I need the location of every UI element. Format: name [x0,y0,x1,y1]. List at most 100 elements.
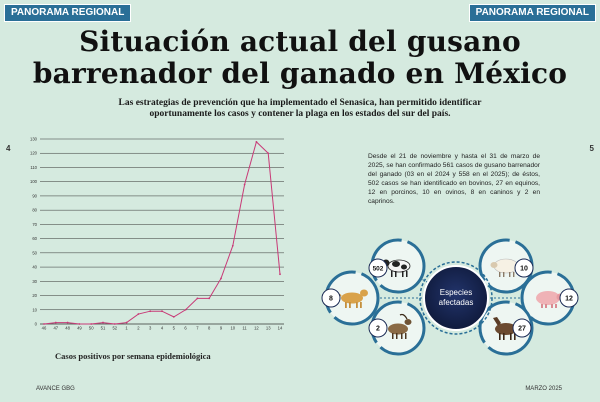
species-nodes: 502 10 8 12 2 27 [321,238,579,356]
species-count-badge [512,318,532,338]
y-tick-label: 10 [32,307,37,312]
data-point [149,310,152,313]
x-tick-label: 6 [184,326,187,331]
y-tick-label: 40 [32,265,37,270]
x-tick-label: 14 [278,326,283,331]
sheep-icon [493,258,519,274]
data-point [172,315,175,318]
horse-neck [493,317,501,326]
species-count-badge [368,318,388,338]
cow-spot [392,261,400,267]
data-point [102,321,104,324]
x-tick-label: 46 [42,326,47,331]
data-point [255,140,258,143]
data-point [66,321,69,324]
species-node-caninos: 8 [321,270,380,326]
y-tick-label: 0 [35,322,38,327]
chart-x-ticks: 46 47 48 49 50 51 52 1 2 3 4 5 6 7 8 9 10 11 12 13 14 [42,326,283,331]
x-tick-label: 10 [230,326,235,331]
species-node-equinos: 27 [478,300,534,356]
data-point [267,152,270,155]
goat-leg [401,333,403,339]
y-tick-label: 50 [32,250,37,255]
chart-caption: Casos positivos por semana epidemiológic… [55,351,211,361]
page-subtitle: Las estrategias de prevención que ha imp… [118,98,482,119]
x-tick-label: 12 [254,326,259,331]
x-tick-label: 1 [125,326,128,331]
horse-leg [514,333,516,340]
sheep-leg [499,272,501,277]
sheep-leg [513,272,515,277]
dog-leg [360,302,362,308]
chart-y-ticks: 0 10 20 30 40 50 60 70 80 90 100 110 120 130 [30,137,38,327]
x-tick-label: 49 [77,326,82,331]
horse-icon [495,323,517,335]
species-count: 12 [565,296,573,303]
dog-head [360,289,368,297]
data-point [184,308,187,311]
goat-leg [405,333,407,339]
section-tag-left: PANORAMA REGIONAL [4,4,132,22]
x-tick-label: 7 [196,326,199,331]
data-point [78,323,81,325]
dog-icon [341,292,363,304]
x-tick-label: 11 [242,326,247,331]
species-node-bovinos: 502 [368,238,426,294]
y-tick-label: 100 [30,179,38,184]
page-title: Situación actual del gusano barrenador d… [32,25,568,90]
pig-leg [551,304,553,308]
footer-left: AVANCE GBG [36,386,75,392]
species-count: 502 [373,266,384,273]
cow-leg [406,271,408,277]
y-tick-label: 70 [32,222,37,227]
cow-leg [395,271,397,277]
species-count: 2 [376,326,380,333]
data-point [161,310,163,313]
data-point [208,297,211,300]
x-tick-label: 5 [173,326,176,331]
data-point [113,323,116,325]
species-node-caprinos: 2 [368,300,426,356]
goat-horn [399,313,408,320]
x-tick-label: 8 [208,326,211,331]
data-point [125,321,128,324]
goat-leg [396,333,398,339]
data-point [43,323,45,325]
cow-leg [391,271,393,277]
x-tick-label: 50 [89,326,94,331]
data-point [220,277,222,280]
species-connector [397,265,457,299]
y-tick-label: 80 [32,208,37,213]
goat-head [404,319,412,325]
sheep-leg [503,272,505,277]
data-point [54,321,57,324]
pig-leg [541,304,543,308]
footer-right: MARZO 2025 [525,386,562,392]
body-paragraph: Desde el 21 de noviembre y hasta el 31 d… [368,153,540,205]
x-tick-label: 3 [149,326,152,331]
chart-grid [40,138,284,325]
y-tick-label: 130 [30,137,38,142]
horse-leg [503,333,505,340]
y-tick-label: 60 [32,236,37,241]
y-tick-label: 110 [30,165,37,170]
species-count: 8 [329,296,333,303]
page-number-left: 4 [6,144,11,153]
chart-series [43,140,281,325]
species-center: Especies afectadas [419,261,493,335]
dog-leg [345,302,347,308]
species-count-badge [368,258,388,278]
page-number-right: 5 [589,144,594,153]
dog-leg [349,302,351,308]
data-point [231,244,234,247]
species-count: 10 [520,266,528,273]
species-count-badge [514,258,534,278]
y-tick-label: 90 [32,193,37,198]
x-tick-label: 4 [161,326,164,331]
x-tick-label: 2 [137,326,140,331]
x-tick-label: 9 [220,326,223,331]
species-count-badge [321,288,341,308]
